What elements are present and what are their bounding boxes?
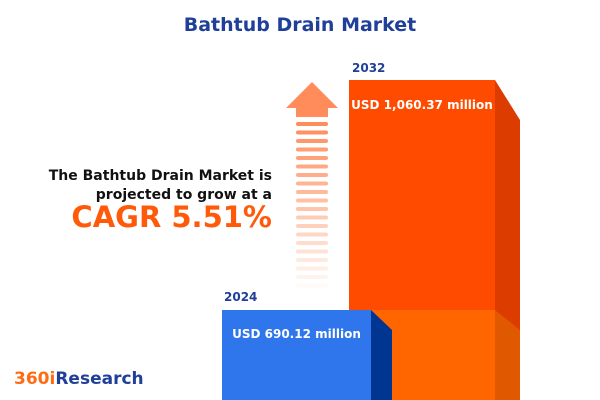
arrow-stripe xyxy=(296,275,328,279)
bar-2032-lower-side xyxy=(495,310,520,400)
growth-arrow-icon xyxy=(286,82,338,288)
arrow-stripe xyxy=(296,207,328,211)
arrow-stripe xyxy=(296,122,328,126)
data-label-2024: USD 690.12 million xyxy=(232,327,361,341)
arrow-stripe xyxy=(296,198,328,203)
year-label-2032: 2032 xyxy=(352,61,386,75)
arrow-stripe xyxy=(296,224,328,228)
arrow-stripe xyxy=(296,181,328,186)
arrow-stripe xyxy=(296,215,328,220)
arrow-stripe xyxy=(296,164,328,169)
arrow-stripe xyxy=(296,232,328,237)
data-label-2032: USD 1,060.37 million xyxy=(351,98,493,112)
bar-2024-side xyxy=(371,310,392,400)
arrow-stripe xyxy=(296,156,328,160)
logo: 360iResearch xyxy=(14,369,144,389)
arrow-stripe xyxy=(296,130,328,135)
arrow-stripe xyxy=(296,249,328,254)
cagr-value: CAGR 5.51% xyxy=(71,200,272,234)
description-line-2: projected to grow at a xyxy=(95,187,272,203)
year-label-2024: 2024 xyxy=(224,290,258,304)
arrow-stripe xyxy=(296,173,328,177)
arrow-stripe xyxy=(296,283,328,288)
arrow-stripe xyxy=(296,258,328,262)
bar-2024 xyxy=(222,310,371,400)
arrow-stripe xyxy=(296,241,328,245)
arrow-stripe xyxy=(296,190,328,194)
chart-title: Bathtub Drain Market xyxy=(183,14,417,36)
description-line-1: The Bathtub Drain Market is xyxy=(48,168,272,184)
arrow-stripe xyxy=(296,147,328,152)
arrow-stripe xyxy=(296,139,328,143)
arrow-stripe xyxy=(296,266,328,271)
